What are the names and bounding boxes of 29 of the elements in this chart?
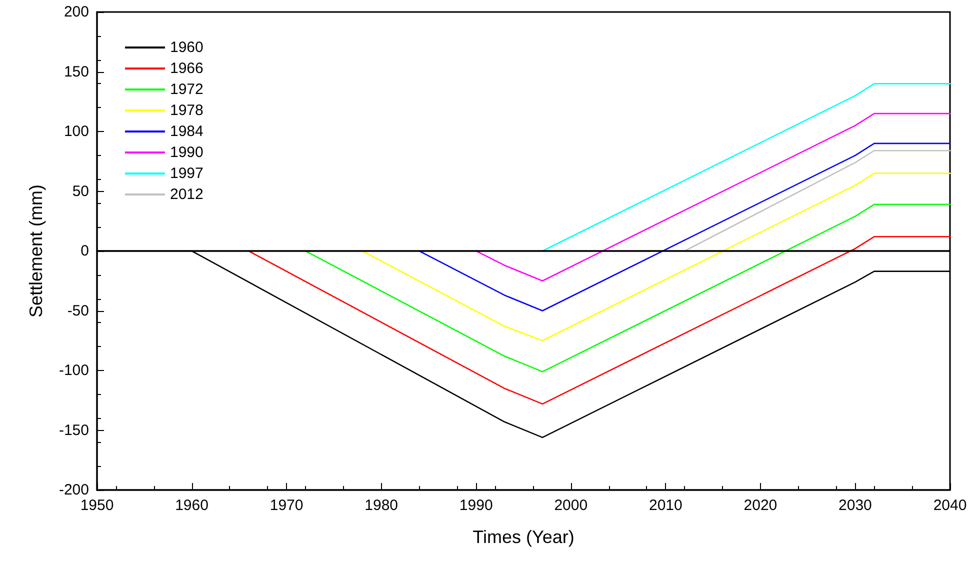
x-axis-title: Times (Year) <box>472 527 574 547</box>
legend-label: 1997 <box>170 165 204 182</box>
legend-label: 2012 <box>170 186 204 203</box>
x-tick-label: 2040 <box>933 497 967 514</box>
x-tick-label: 1970 <box>270 497 304 514</box>
legend-label: 1966 <box>170 60 204 77</box>
legend-label: 1978 <box>170 102 204 119</box>
y-tick-label: -50 <box>67 302 89 320</box>
y-tick-label: 200 <box>64 4 89 20</box>
x-tick-label: 2010 <box>648 497 682 514</box>
legend-label: 1984 <box>170 123 204 140</box>
x-tick-label: 2030 <box>838 497 872 514</box>
x-tick-label: 1990 <box>459 497 493 514</box>
y-tick-label: 50 <box>72 182 89 200</box>
y-axis-title: Settlement (mm) <box>26 184 46 318</box>
legend-label: 1972 <box>170 81 204 98</box>
legend-label: 1990 <box>170 144 204 161</box>
y-tick-label: 150 <box>64 63 89 80</box>
y-tick-label: -100 <box>58 362 89 379</box>
x-tick-label: 2000 <box>554 497 588 514</box>
y-tick-label: -150 <box>58 422 89 439</box>
x-tick-label: 1980 <box>364 497 398 514</box>
y-tick-label: 100 <box>64 123 89 140</box>
y-tick-label: 0 <box>80 242 89 260</box>
x-tick-label: 1960 <box>175 497 208 514</box>
y-tick-label: -200 <box>58 482 89 498</box>
x-tick-label: 1950 <box>80 497 114 514</box>
x-tick-label: 2020 <box>744 497 778 514</box>
legend-label: 1960 <box>170 39 204 56</box>
